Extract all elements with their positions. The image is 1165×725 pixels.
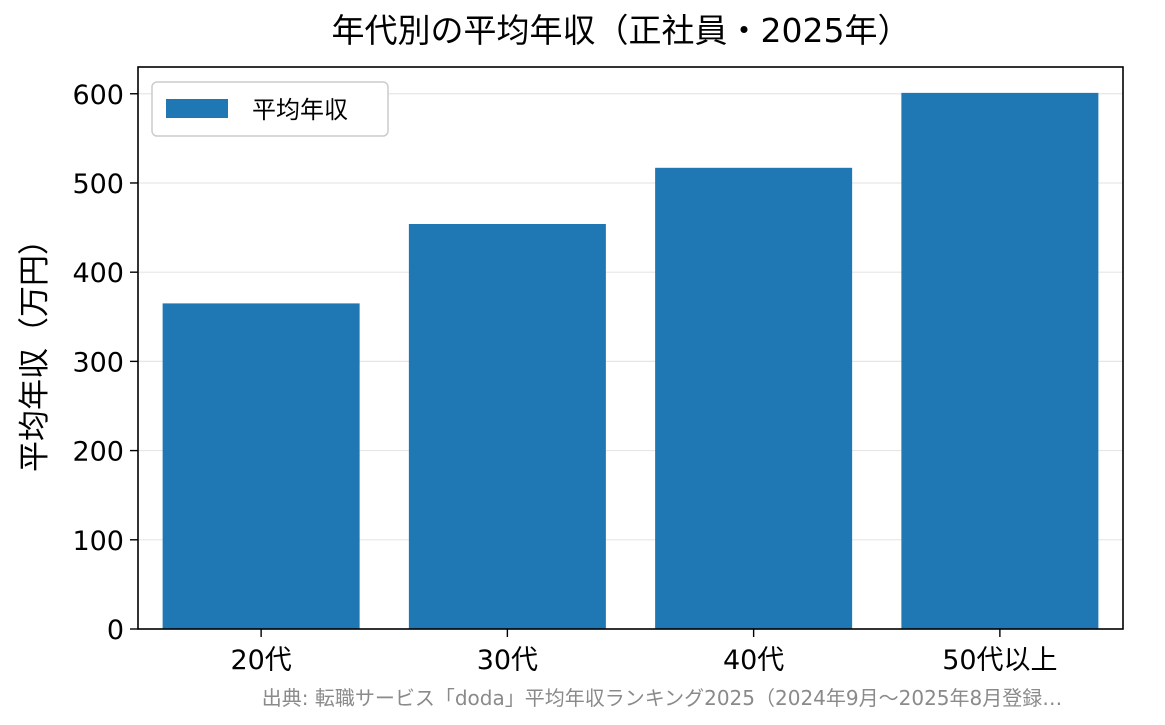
x-tick-label: 30代: [477, 645, 538, 676]
bars: [162, 92, 1099, 630]
bar: [162, 303, 360, 629]
bar: [655, 167, 853, 630]
legend: 平均年収: [151, 81, 389, 137]
bar: [408, 224, 606, 629]
bar: [901, 92, 1099, 629]
chart-title: 年代別の平均年収（正社員・2025年）: [332, 11, 911, 50]
legend-swatch: [166, 99, 228, 118]
y-tick-label: 0: [107, 615, 124, 646]
y-tick-label: 100: [72, 526, 124, 557]
y-tick-label: 400: [72, 258, 124, 289]
source-note: 出典: 転職サービス「doda」平均年収ランキング2025（2024年9月～20…: [262, 686, 1063, 710]
y-tick-label: 500: [72, 169, 124, 200]
x-tick-label: 20代: [230, 645, 291, 676]
legend-label: 平均年収: [252, 96, 348, 124]
plot-area-frame: [137, 66, 1124, 630]
y-axis-label: 平均年収（万円）: [17, 224, 53, 472]
x-tick-label: 50代以上: [942, 645, 1057, 676]
y-tick-label: 300: [72, 347, 124, 378]
x-axis: 20代 30代 40代 50代以上: [230, 629, 1058, 676]
y-tick-label: 200: [72, 437, 124, 468]
legend-frame: [151, 81, 389, 137]
x-tick-label: 40代: [723, 645, 784, 676]
y-tick-label: 600: [72, 80, 124, 111]
y-axis: 0 100 200 300 400 500 600: [72, 80, 138, 646]
